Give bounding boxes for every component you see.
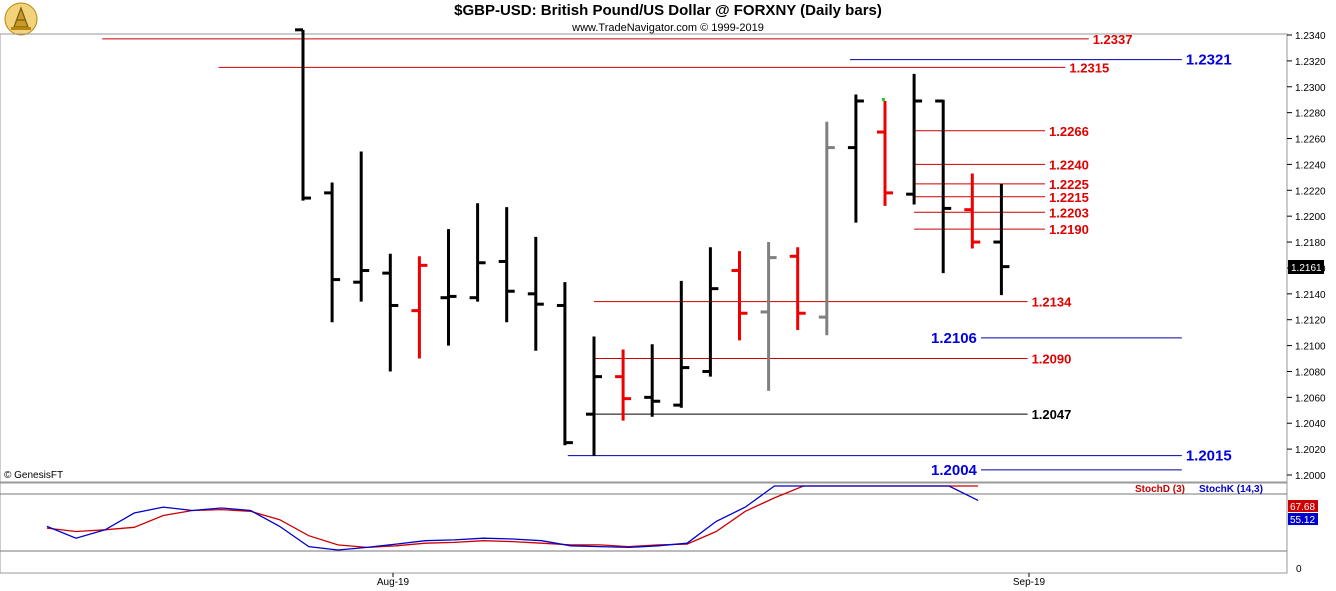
stoch-d-line: [46, 485, 979, 549]
ohlc-bar: [411, 256, 428, 359]
y-tick-label: 1.2100: [1295, 342, 1326, 353]
chart-title: $GBP-USD: British Pound/US Dollar @ FORX…: [454, 2, 882, 19]
y-tick-label: 1.2140: [1295, 290, 1326, 301]
ohlc-bar: [644, 344, 661, 417]
y-tick-label: 1.2080: [1295, 367, 1326, 378]
y-tick-label: 1.2060: [1295, 393, 1326, 404]
y-tick-label: 1.2000: [1295, 471, 1326, 482]
level-label: 1.2315: [1069, 60, 1109, 75]
y-tick-label: 1.2200: [1295, 212, 1326, 223]
ohlc-bar: [906, 73, 923, 205]
y-tick-label: 1.2120: [1295, 316, 1326, 327]
y-tick-label: 1.2320: [1295, 57, 1326, 68]
ohlc-bar: [877, 101, 893, 206]
ohlc-bar: [295, 28, 311, 201]
stoch-k-legend: StochK (14,3): [1199, 484, 1263, 495]
y-tick-label: 1.2280: [1295, 109, 1326, 120]
ohlc-bars: [295, 28, 1010, 456]
stoch-d-value-box: [1288, 500, 1318, 512]
stochastic-oscillator: [46, 485, 979, 551]
y-tick-label: 1.2020: [1295, 445, 1326, 456]
level-label: 1.2047: [1032, 407, 1072, 422]
level-label: 1.2134: [1032, 295, 1073, 310]
stoch-d-legend: StochD (3): [1135, 484, 1185, 495]
stoch-k-value-box: [1288, 513, 1318, 525]
level-label: 1.2337: [1093, 32, 1133, 47]
stochastic-panel-frame: [0, 482, 1288, 574]
level-label: 1.2015: [1186, 448, 1232, 465]
x-tick-label: Sep-19: [1013, 577, 1046, 588]
level-label: 1.2203: [1049, 205, 1089, 220]
ohlc-bar: [469, 203, 486, 302]
chart-subtitle: www.TradeNavigator.com © 1999-2019: [572, 22, 764, 34]
ohlc-bar: [847, 94, 864, 223]
ohlc-bar: [731, 251, 748, 341]
high-marker: [881, 98, 885, 101]
ohlc-bar: [498, 207, 515, 323]
current-price-label: 1.2161: [1291, 263, 1322, 274]
level-label: 1.2240: [1049, 157, 1089, 172]
level-label: 1.2190: [1049, 222, 1089, 237]
x-tick-label: Aug-19: [377, 577, 410, 588]
ohlc-bar: [702, 247, 719, 377]
y-tick-label: 1.2300: [1295, 83, 1326, 94]
level-label: 1.2215: [1049, 190, 1089, 205]
ohlc-bar: [935, 99, 952, 274]
y-tick-label: 1.2040: [1295, 419, 1326, 430]
copyright-label: © GenesisFT: [4, 470, 63, 481]
ohlc-bar: [324, 182, 341, 323]
ohlc-bar: [818, 121, 835, 336]
stoch-k-value: 55.12: [1290, 515, 1315, 526]
ohlc-bar: [353, 151, 370, 302]
ohlc-bar: [964, 173, 981, 249]
ohlc-bar: [673, 280, 690, 408]
ohlc-bar: [586, 336, 602, 456]
ohlc-bar: [615, 349, 632, 421]
y-tick-label: 1.2240: [1295, 160, 1326, 171]
stoch-zero-tick: 0: [1296, 564, 1302, 575]
level-label: 1.2266: [1049, 124, 1089, 139]
ohlc-bar: [440, 229, 457, 346]
y-tick-label: 1.2180: [1295, 238, 1326, 249]
price-y-axis: 1.2340 1.2320 1.2300 1.2280 1.2260 1.2240 1.22…: [1287, 31, 1326, 482]
price-panel-frame: [0, 33, 1288, 483]
ohlc-bar: [527, 236, 544, 351]
level-label: 1.2225: [1049, 177, 1089, 192]
stoch-d-value: 67.68: [1290, 502, 1315, 513]
y-tick-label: 1.2260: [1295, 135, 1326, 146]
current-price-box: [1288, 260, 1324, 274]
level-label: 1.2004: [931, 462, 978, 479]
time-x-axis: Aug-19 Sep-19: [377, 573, 1046, 588]
ohlc-bar: [556, 282, 573, 446]
genesis-logo-icon: [4, 2, 38, 41]
level-label: 1.2321: [1186, 52, 1232, 69]
level-label: 1.2106: [931, 330, 977, 347]
y-tick-label: 1.2220: [1295, 186, 1326, 197]
ohlc-bar: [789, 247, 806, 331]
ohlc-bar: [382, 253, 399, 372]
stoch-k-line: [46, 485, 979, 551]
level-label: 1.2090: [1032, 352, 1072, 367]
y-tick-label: 1.2340: [1295, 31, 1326, 42]
ohlc-bar: [993, 183, 1010, 296]
ohlc-bar: [760, 242, 777, 391]
